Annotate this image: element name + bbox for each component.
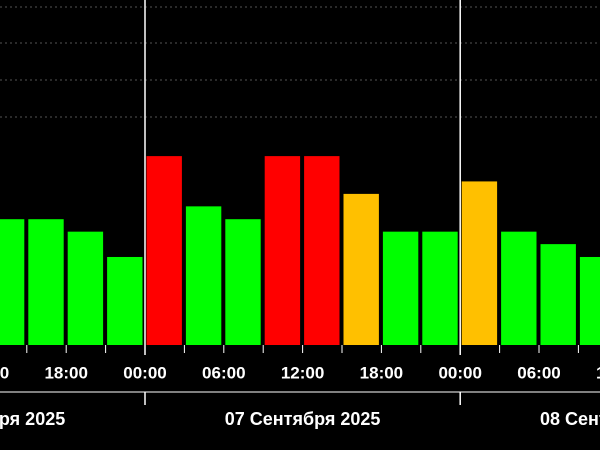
bar [107,256,143,345]
bar [540,244,576,345]
x-tick-label: 18:00 [44,363,87,382]
x-tick-label: 00:00 [438,363,481,382]
date-label: 06 Сентября 2025 [0,409,65,429]
bar [422,231,458,345]
x-tick-label: 06:00 [517,363,560,382]
bar [0,219,25,345]
bar [67,231,104,345]
bar [304,156,340,345]
x-tick-label: 12:00 [596,363,600,382]
bar [461,181,498,345]
x-tick-label: 18:00 [360,363,403,382]
x-tick-label: 06:00 [202,363,245,382]
x-tick-label: 12:00 [281,363,324,382]
x-tick-label: 00:00 [123,363,166,382]
bar [501,231,537,345]
date-label: 08 Сентября 2025 [540,409,600,429]
bar [343,193,379,345]
bar [28,219,64,345]
bar [225,219,261,345]
date-label: 07 Сентября 2025 [225,409,381,429]
bar [579,256,600,345]
bar [146,156,182,345]
x-tick-label: 12:00 [0,363,9,382]
bar [382,231,419,345]
bar [185,206,222,345]
bar [264,156,301,345]
